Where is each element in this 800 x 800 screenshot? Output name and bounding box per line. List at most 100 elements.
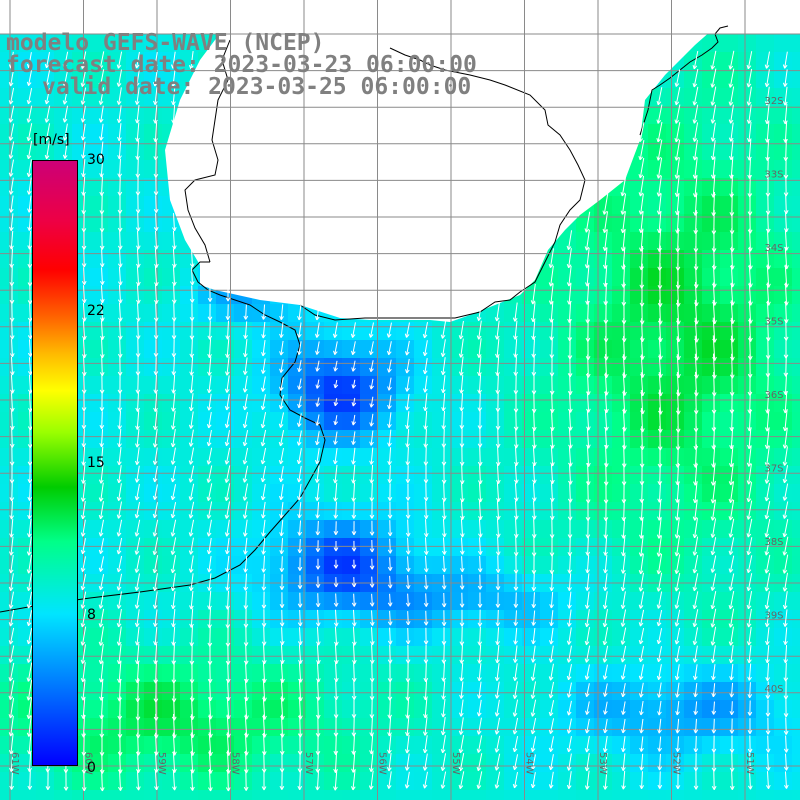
wind-arrow [207, 338, 212, 359]
wind-arrow [26, 141, 33, 160]
wind-arrow [422, 340, 428, 357]
wind-arrow [99, 285, 105, 304]
wind-arrow [783, 627, 788, 645]
wind-arrow [243, 339, 248, 358]
wind-arrow [460, 518, 465, 538]
wind-arrow [674, 554, 681, 574]
wind-arrow [387, 377, 392, 391]
wind-arrow [279, 592, 285, 609]
wind-arrow [117, 392, 123, 412]
wind-arrow [710, 122, 716, 142]
wind-arrow [351, 577, 357, 588]
wind-arrow [62, 105, 69, 123]
wind-arrow [387, 627, 393, 645]
wind-arrow [584, 645, 591, 663]
wind-arrow [8, 645, 15, 663]
wind-arrow [602, 211, 609, 234]
wind-arrow [459, 644, 465, 664]
wind-arrow [692, 104, 699, 124]
wind-arrow [548, 681, 555, 699]
colorbar [32, 160, 78, 766]
wind-arrow [81, 267, 87, 285]
wind-arrow [423, 483, 429, 502]
wind-arrow [386, 341, 392, 356]
wind-arrow [206, 537, 212, 555]
wind-arrow [117, 446, 122, 466]
wind-arrow [548, 265, 554, 287]
wind-arrow [224, 501, 231, 519]
wind-arrow [224, 447, 231, 465]
wind-arrow [152, 69, 158, 87]
wind-arrow [746, 104, 752, 124]
wind-arrow [566, 609, 572, 627]
wind-arrow [134, 465, 140, 483]
wind-arrow [405, 593, 411, 607]
wind-arrow [81, 230, 87, 250]
wind-arrow [782, 465, 789, 484]
wind-arrow [134, 501, 141, 519]
wind-arrow [459, 411, 465, 430]
wind-arrow [764, 464, 770, 484]
wind-arrow [387, 538, 393, 554]
wind-arrow [674, 517, 680, 539]
wind-arrow [566, 230, 573, 250]
wind-arrow [170, 519, 177, 537]
wind-arrow [620, 572, 626, 592]
wind-arrow [351, 414, 357, 426]
wind-arrow [747, 663, 752, 681]
wind-arrow [82, 302, 87, 322]
wind-arrow [225, 537, 230, 555]
lon-label: 54W [524, 752, 535, 775]
wind-arrow [297, 592, 303, 608]
wind-arrow [8, 105, 15, 123]
wind-arrow [585, 555, 590, 574]
wind-arrow [496, 482, 501, 502]
wind-arrow [117, 266, 123, 286]
wind-arrow [710, 591, 717, 610]
wind-arrow [656, 664, 662, 681]
wind-arrow [98, 464, 104, 484]
wind-arrow [81, 446, 86, 466]
wind-arrow [27, 321, 33, 340]
wind-arrow [782, 519, 789, 538]
lat-label: 34S [764, 243, 783, 254]
wind-arrow [728, 555, 735, 573]
wind-arrow [405, 393, 410, 411]
wind-arrow [189, 356, 194, 376]
wind-arrow [135, 122, 140, 142]
wind-arrow [333, 398, 339, 407]
wind-arrow [549, 627, 554, 645]
wind-arrow [477, 374, 482, 394]
lon-label: 51W [744, 752, 755, 775]
wind-arrow [674, 157, 680, 179]
wind-arrow [710, 480, 716, 504]
lat-label: 33S [764, 170, 783, 181]
lat-label: 40S [764, 684, 783, 695]
wind-arrow [153, 374, 159, 394]
wind-arrow [765, 663, 771, 682]
wind-arrow [315, 379, 321, 389]
wind-arrow [171, 104, 176, 124]
wind-arrow [350, 322, 356, 338]
wind-arrow [530, 302, 536, 323]
wind-arrow [620, 664, 626, 680]
wind-arrow [171, 320, 177, 340]
wind-arrow [279, 304, 284, 320]
wind-arrow [459, 556, 465, 573]
wind-arrow [638, 140, 645, 161]
wind-arrow [243, 591, 249, 610]
wind-arrow [441, 662, 447, 682]
wind-arrow [135, 195, 141, 214]
wind-arrow [134, 555, 141, 573]
wind-arrow [692, 50, 699, 70]
wind-arrow [189, 303, 195, 322]
wind-arrow [477, 626, 483, 646]
wind-arrow [351, 593, 357, 607]
wind-arrow [206, 483, 213, 501]
wind-arrow [728, 645, 734, 664]
wind-arrow [81, 159, 86, 178]
wind-arrow [278, 484, 284, 501]
wind-arrow [26, 536, 32, 556]
wind-arrow [207, 286, 213, 302]
wind-arrow [478, 518, 483, 538]
